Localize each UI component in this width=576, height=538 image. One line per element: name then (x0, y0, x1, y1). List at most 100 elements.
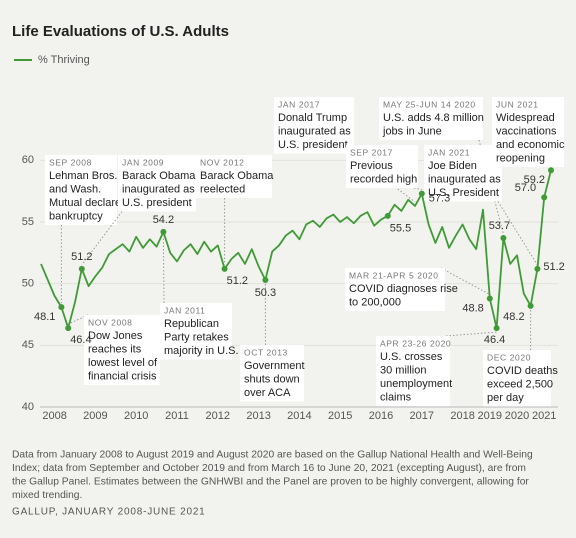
annotation-text: recorded high (350, 173, 417, 185)
annotation-text: inaugurated as (278, 125, 351, 137)
y-tick-label: 40 (22, 401, 34, 413)
y-tick-label: 50 (22, 278, 34, 290)
annotation-date: DEC 2020 (487, 352, 531, 362)
annotation-text: jobs in June (382, 125, 442, 137)
annotation-text: Lehman Bros. (49, 170, 117, 182)
leader-line (162, 235, 165, 304)
data-point (500, 235, 507, 242)
annotation-text: inaugurated as (122, 183, 195, 195)
data-point (486, 295, 493, 302)
annotation-text: Barack Obama (122, 170, 196, 182)
chart-title: Life Evaluations of U.S. Adults (12, 23, 229, 40)
annotation-text: financial crisis (88, 370, 157, 382)
data-label: 54.2 (153, 214, 174, 226)
data-label: 50.3 (255, 287, 276, 299)
annotation-date: SEP 2008 (49, 157, 92, 167)
data-point (221, 265, 228, 272)
annotation-box (160, 303, 232, 360)
line-series (40, 169, 552, 329)
y-tick-label: 45 (22, 339, 34, 351)
annotation-text: over ACA (244, 387, 291, 399)
annotation-box (84, 315, 160, 385)
source: GALLUP, JANUARY 2008-JUNE 2021 (12, 507, 206, 518)
data-point (541, 194, 548, 201)
annotation-text: Mutual declare (49, 197, 121, 209)
data-point (493, 325, 500, 332)
annotation-text: to 200,000 (349, 296, 401, 308)
data-point (78, 265, 85, 272)
annotation-box (118, 155, 196, 212)
annotation-box (240, 345, 304, 402)
data-label: 59.2 (524, 174, 545, 186)
annotation-box (196, 155, 272, 198)
data-point (58, 304, 65, 311)
data-point (65, 325, 72, 332)
annotation-date: JAN 2021 (428, 147, 470, 157)
x-tick-label: 2020 (505, 410, 529, 422)
footnote: mixed trending. (12, 490, 82, 501)
annotation-box (492, 97, 564, 167)
data-label: 46.4 (70, 334, 91, 346)
leader-line (81, 211, 123, 266)
footnote: Index; data from September and October 2… (12, 463, 526, 474)
annotation-text: and economic (496, 139, 565, 151)
annotation-box (274, 97, 354, 154)
x-tick-label: 2008 (42, 410, 66, 422)
annotation-text: Joe Biden (428, 160, 477, 172)
annotation-text: Donald Trump (278, 112, 347, 124)
annotation-text: Party retakes (164, 331, 229, 343)
x-tick-label: 2012 (206, 410, 230, 422)
data-label: 53.7 (489, 220, 510, 232)
x-tick-label: 2021 (532, 410, 556, 422)
annotation-text: reaches its (88, 343, 142, 355)
annotation-text: COVID diagnoses rise (349, 283, 458, 295)
annotation-box (376, 336, 450, 406)
data-point (534, 265, 541, 272)
annotation-text: lowest level of (88, 357, 158, 369)
annotation-text: Widespread (496, 112, 555, 124)
leader-line (478, 139, 504, 235)
annotation-text: Barack Obama (200, 170, 274, 182)
data-label: 48.8 (462, 302, 483, 314)
legend-label: % Thriving (38, 54, 90, 66)
data-label: 48.1 (34, 311, 55, 323)
data-point (418, 190, 425, 197)
annotation-text: exceed 2,500 (487, 378, 553, 390)
data-point (160, 228, 167, 235)
annotation-box (483, 350, 551, 407)
annotation-text: Government (244, 360, 305, 372)
annotation-text: U.S. president (122, 197, 192, 209)
annotation-text: reelected (200, 183, 245, 195)
annotation-date: NOV 2008 (88, 317, 133, 327)
annotation-text: reopening (496, 152, 545, 164)
annotation-date: JUN 2021 (496, 99, 539, 109)
data-label: 46.4 (484, 334, 505, 346)
annotation-date: JAN 2011 (164, 305, 206, 315)
annotation-date: SEP 2017 (350, 147, 393, 157)
footnote: the Gallup Panel. Estimates between the … (12, 477, 529, 488)
annotation-box (45, 155, 117, 225)
annotation-text: per day (487, 392, 524, 404)
annotation-text: majority in U.S. (164, 345, 239, 357)
annotation-text: U.S. president (278, 139, 348, 151)
data-point (384, 212, 391, 219)
annotation-text: U.S. crosses (380, 351, 443, 363)
annotation-date: JAN 2017 (278, 99, 320, 109)
annotation-text: and Wash. (49, 183, 101, 195)
data-label: 51.2 (71, 251, 92, 263)
annotation-text: vaccinations (496, 125, 557, 137)
annotation-box (424, 145, 502, 202)
data-label: 51.2 (227, 275, 248, 287)
annotation-text: U.S. adds 4.8 million (383, 112, 484, 124)
annotation-date: OCT 2013 (244, 347, 288, 357)
footnote: Data from January 2008 to August 2019 an… (12, 450, 533, 461)
annotation-text: U.S. President (428, 187, 499, 199)
annotation-text: Republican (164, 318, 219, 330)
x-tick-label: 2018 (450, 410, 474, 422)
data-point (548, 167, 554, 174)
x-tick-label: 2011 (165, 410, 189, 422)
annotation-text: COVID deaths (487, 365, 558, 377)
data-label: 51.2 (543, 261, 564, 273)
annotation-text: shuts down (244, 373, 300, 385)
